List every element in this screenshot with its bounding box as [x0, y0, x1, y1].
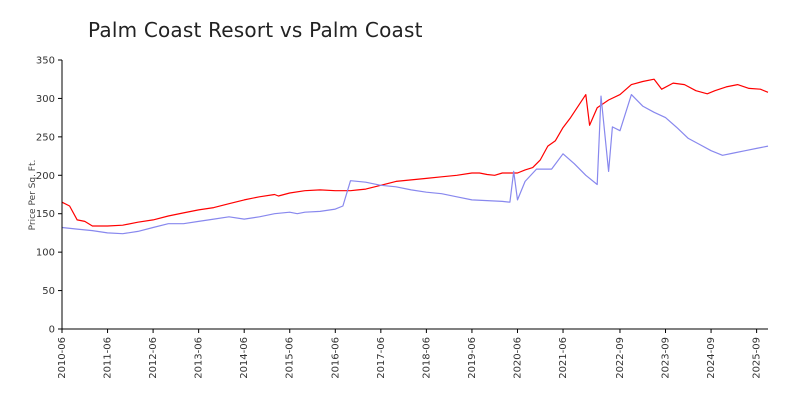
series-line-2: [61, 94, 769, 235]
y-tick-label: 350: [36, 56, 55, 67]
x-tick-label: 2017-06: [376, 337, 387, 379]
plot-layer: [61, 78, 769, 235]
x-tick-label: 2024-09: [706, 337, 717, 379]
x-tick-label: 2010-06: [57, 337, 68, 379]
x-tick-label: 2014-06: [239, 337, 250, 379]
x-tick-label: 2025-09: [752, 337, 763, 379]
y-tick-label: 300: [36, 94, 55, 105]
y-tick-label: 250: [36, 132, 55, 143]
x-tick-label: 2022-09: [615, 337, 626, 379]
x-tick-label: 2020-06: [512, 337, 523, 379]
y-tick-label: 50: [42, 286, 55, 297]
x-tick-label: 2013-06: [194, 337, 205, 379]
axis-layer: 0 50 100 150 200 250 300 350 2010-06 2011-06 2012-…: [36, 56, 768, 379]
x-tick-label: 2015-06: [285, 337, 296, 379]
x-tick-label: 2018-06: [421, 337, 432, 379]
series-line-1: [61, 78, 769, 227]
y-tick-label: 0: [49, 325, 55, 336]
y-tick-label: 200: [36, 171, 55, 182]
x-tick-label: 2019-06: [467, 337, 478, 379]
chart-title: Palm Coast Resort vs Palm Coast: [88, 18, 423, 42]
y-tick-label: 150: [36, 209, 55, 220]
x-tick-label: 2011-06: [103, 337, 114, 379]
x-tick-label: 2021-06: [558, 337, 569, 379]
y-axis-label: Price Per Sq. Ft.: [28, 160, 38, 231]
y-tick-label: 100: [36, 248, 55, 259]
x-tick-label: 2023-09: [661, 337, 672, 379]
x-tick-label: 2012-06: [148, 337, 159, 379]
x-tick-label: 2016-06: [330, 337, 341, 379]
